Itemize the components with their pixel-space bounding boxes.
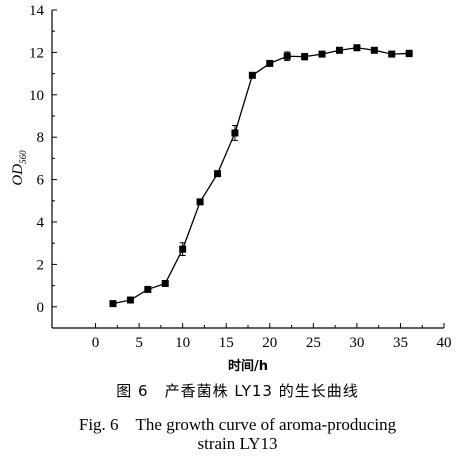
data-point-marker (231, 129, 239, 137)
data-point-marker (405, 49, 413, 57)
data-point-marker (370, 46, 378, 54)
growth-curve-chart: 0 5 10 15 20 25 30 35 40 0 2 4 6 8 10 12 14 时间/h OD560 (10, 3, 452, 374)
x-tick-label: 20 (262, 335, 277, 351)
figure-caption-english-line2: strain LY13 (197, 434, 278, 453)
x-tick-label: 5 (135, 335, 143, 351)
data-point-marker (214, 170, 222, 178)
y-axis-title-main: OD (10, 164, 26, 186)
x-tick-label: 15 (219, 335, 234, 351)
x-tick-label: 10 (175, 335, 190, 351)
x-tick-label: 30 (349, 335, 364, 351)
x-tick-label: 35 (393, 335, 408, 351)
data-point-marker (283, 52, 291, 60)
axis-tick-labels: 0 5 10 15 20 25 30 35 40 0 2 4 6 8 10 12 14 (29, 3, 452, 351)
y-tick-label: 12 (29, 45, 44, 61)
data-point-marker (266, 59, 274, 67)
data-point-marker (388, 50, 396, 58)
x-tick-label: 25 (306, 335, 321, 351)
data-point-marker (126, 296, 134, 304)
data-point-marker (179, 245, 187, 253)
figure-caption-chinese: 图 6 产香菌株 LY13 的生长曲线 (116, 382, 359, 400)
data-point-marker (301, 53, 309, 61)
y-tick-label: 2 (37, 257, 45, 273)
y-tick-label: 4 (37, 215, 45, 231)
y-tick-label: 6 (37, 173, 45, 189)
data-point-marker (318, 50, 326, 58)
y-tick-label: 0 (37, 300, 45, 316)
data-point-marker (353, 44, 361, 52)
data-point-marker (248, 71, 256, 79)
x-tick-label: 40 (437, 335, 452, 351)
data-point-marker (335, 46, 343, 54)
figure-caption-english-line1: Fig. 6 The growth curve of aroma-produci… (78, 415, 397, 434)
x-tick-label: 0 (92, 335, 100, 351)
growth-curve-line (112, 47, 410, 305)
y-axis-title: OD560 (10, 150, 28, 186)
data-point-marker (161, 279, 169, 287)
data-point-marker (144, 285, 152, 293)
y-tick-label: 10 (29, 88, 44, 104)
data-point-marker (109, 300, 117, 308)
y-tick-label: 14 (29, 3, 45, 19)
svg-text:OD560: OD560 (10, 150, 28, 186)
data-point-marker (196, 198, 204, 206)
y-tick-label: 8 (37, 130, 45, 146)
growth-series (109, 44, 413, 308)
x-axis-title: 时间/h (228, 358, 268, 374)
y-axis-title-subscript: 560 (18, 150, 28, 164)
